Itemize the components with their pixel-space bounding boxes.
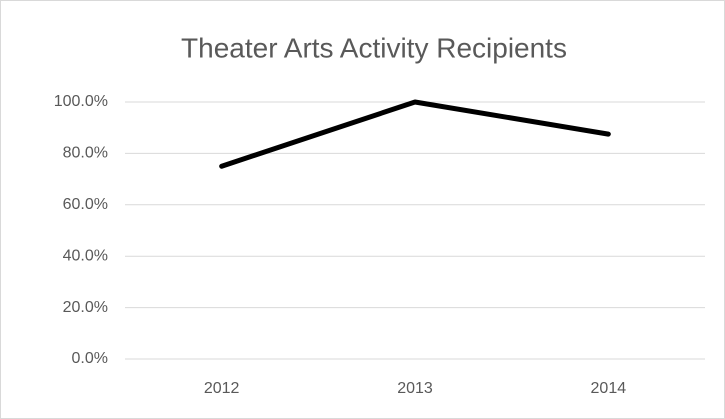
chart-title: Theater Arts Activity Recipients [181,32,567,63]
x-tick-label: 2014 [591,380,627,397]
line-series [219,99,611,169]
x-tick-label: 2013 [397,380,433,397]
y-tick-label: 40.0% [63,247,108,264]
x-tick-label: 2012 [204,380,240,397]
y-tick-label: 0.0% [72,350,108,367]
y-tick-label: 20.0% [63,299,108,316]
y-tick-label: 60.0% [63,196,108,213]
y-tick-label: 80.0% [63,145,108,162]
y-tick-label: 100.0% [54,93,108,110]
